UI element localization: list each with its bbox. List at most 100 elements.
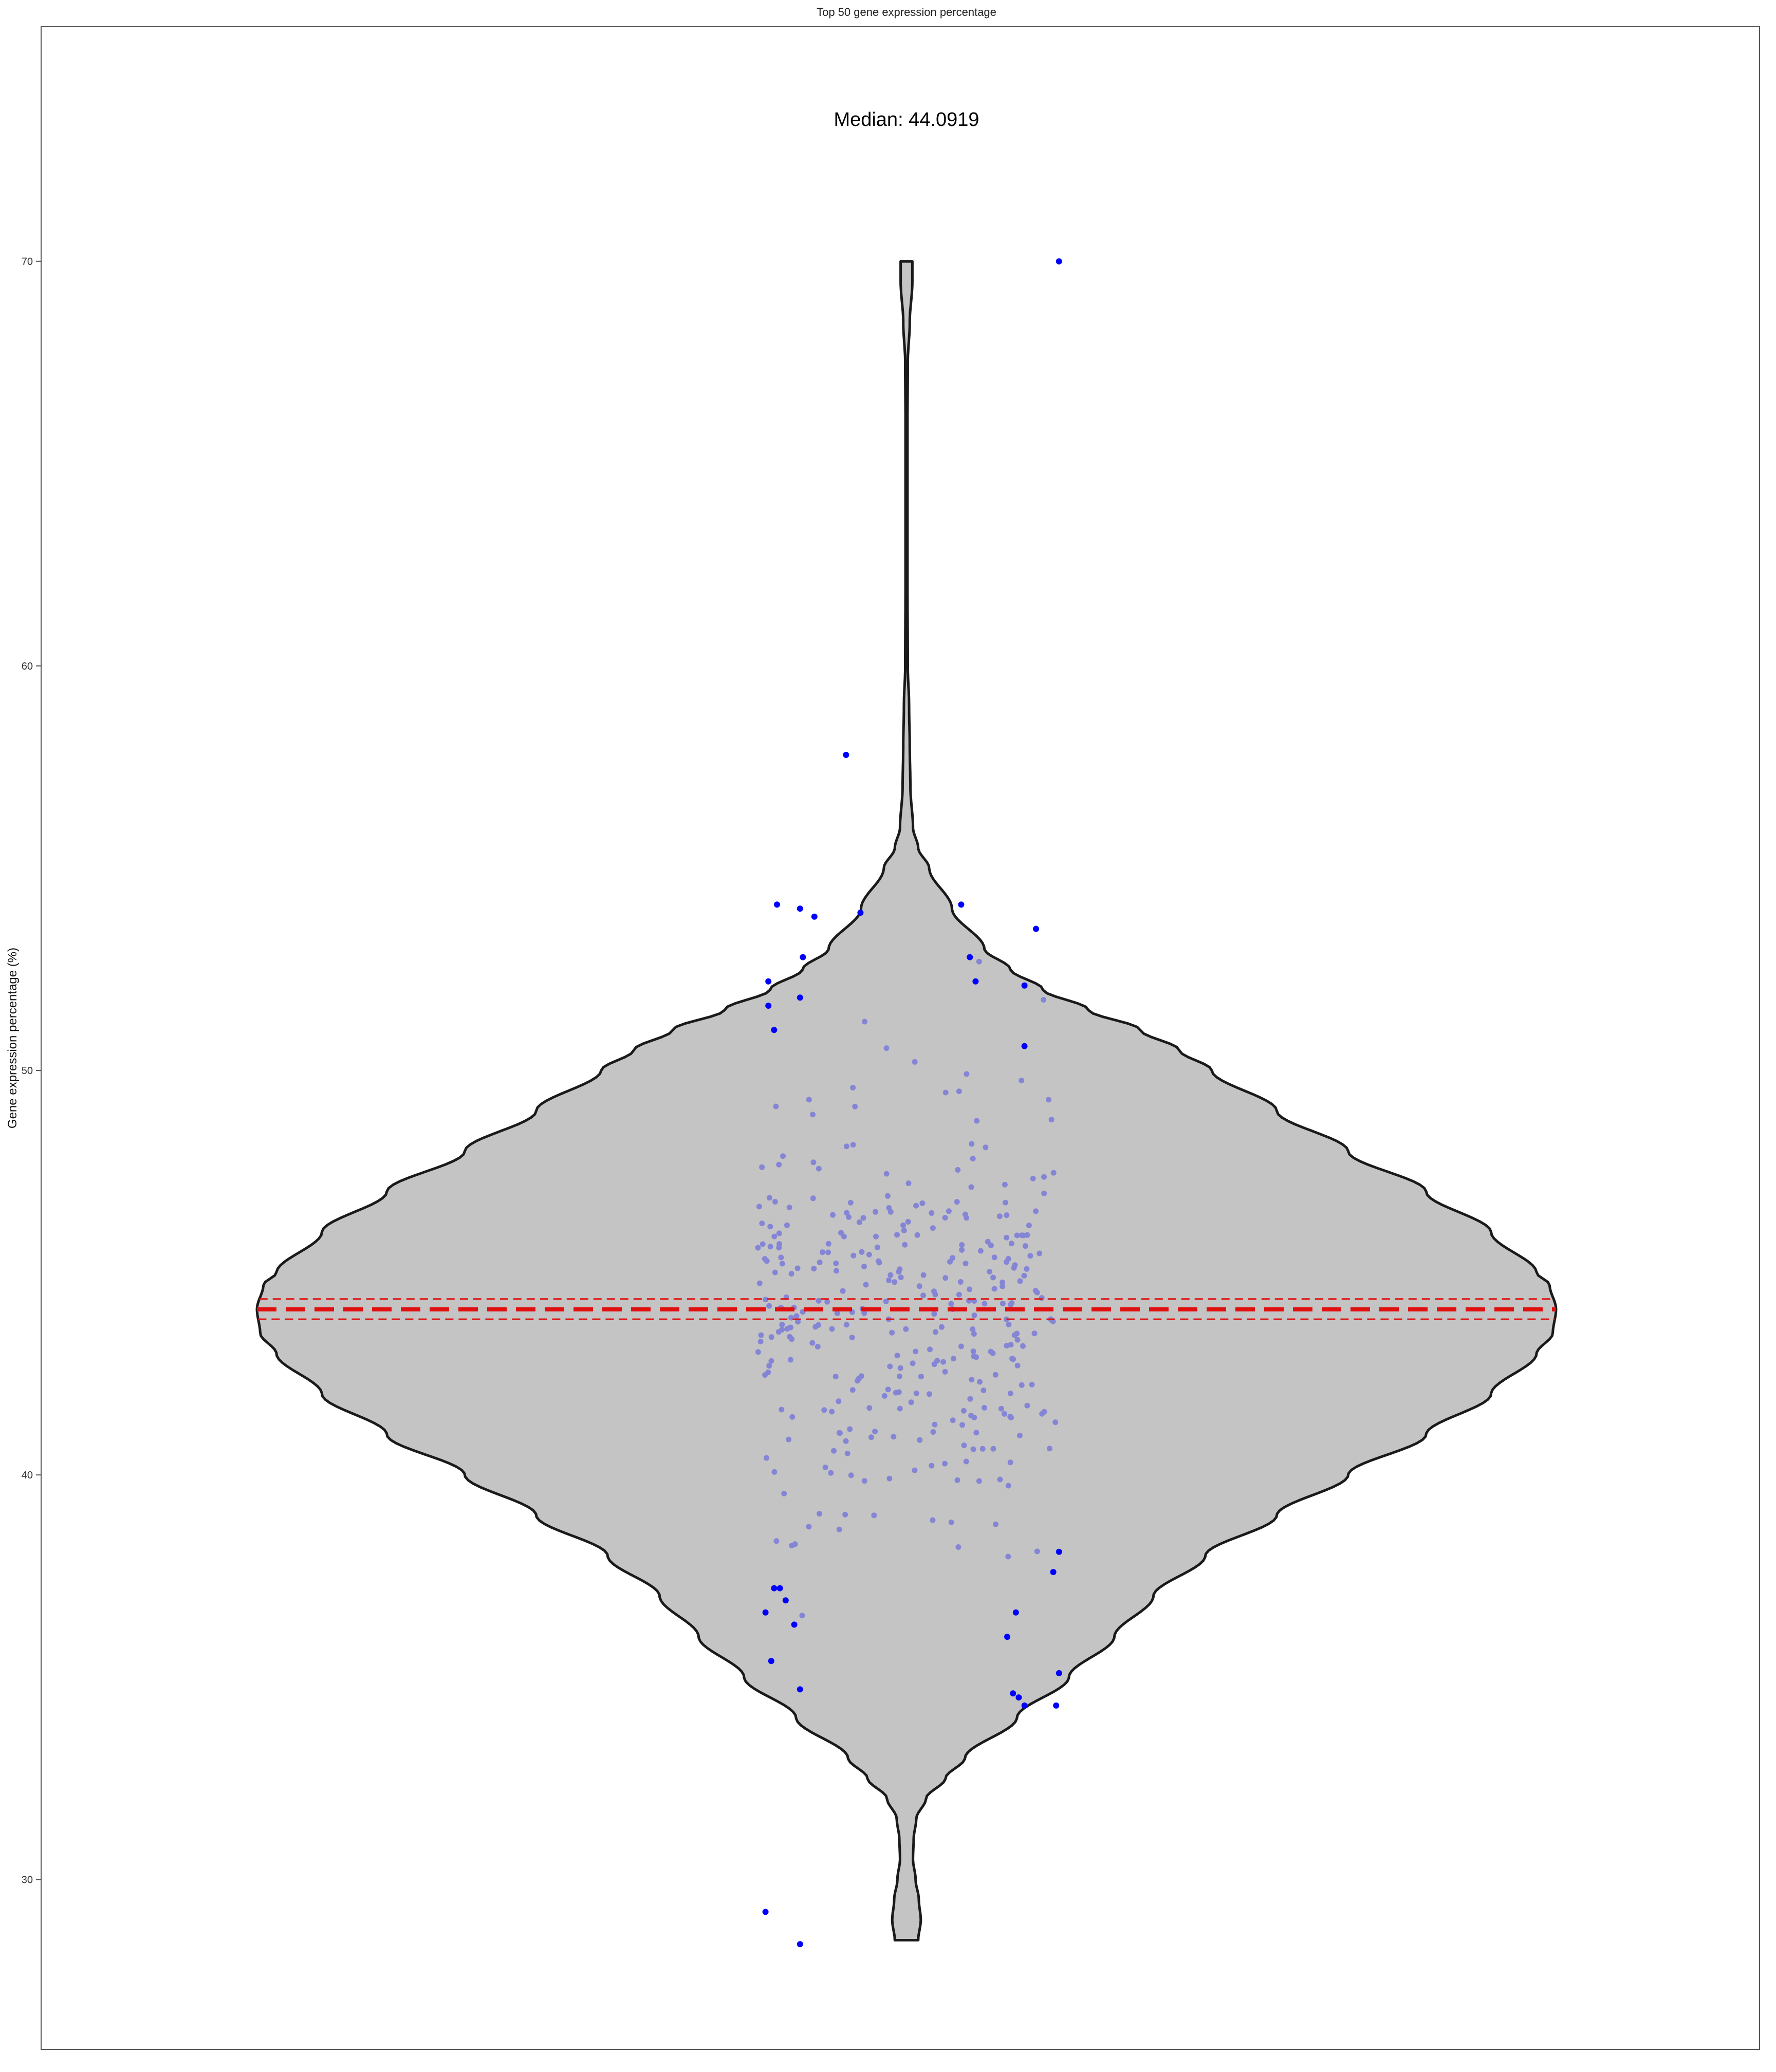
outlier-point xyxy=(800,954,806,960)
interior-point xyxy=(910,1360,916,1366)
interior-point xyxy=(768,1358,774,1364)
outlier-point xyxy=(797,905,803,912)
interior-point xyxy=(896,1373,902,1379)
interior-point xyxy=(1014,1232,1020,1238)
interior-point xyxy=(859,1249,865,1255)
interior-point xyxy=(856,1219,862,1225)
interior-point xyxy=(900,1222,906,1228)
interior-point xyxy=(779,1407,785,1413)
y-tick-label: 60 xyxy=(22,661,33,672)
outlier-point xyxy=(797,1686,803,1693)
interior-point xyxy=(920,1292,926,1299)
outlier-point xyxy=(811,913,818,920)
interior-point xyxy=(788,1315,794,1321)
interior-point xyxy=(1019,1382,1025,1388)
interior-point xyxy=(898,1274,904,1281)
interior-point xyxy=(830,1212,836,1218)
interior-point xyxy=(974,1118,980,1124)
interior-point xyxy=(873,1209,879,1215)
interior-point xyxy=(929,1210,935,1216)
interior-point xyxy=(959,1242,965,1248)
interior-point xyxy=(993,1521,998,1527)
outlier-point xyxy=(1056,258,1062,265)
interior-point xyxy=(759,1220,765,1227)
interior-point xyxy=(795,1319,801,1325)
outlier-point xyxy=(776,1585,783,1592)
outlier-point xyxy=(1021,982,1028,989)
interior-point xyxy=(825,1241,831,1247)
outlier-points-layer xyxy=(762,258,1062,1948)
plot-panel-frame xyxy=(41,26,1760,2050)
interior-point xyxy=(982,1301,988,1307)
outlier-point xyxy=(765,1003,772,1009)
interior-point xyxy=(816,1166,822,1172)
interior-point xyxy=(973,1430,979,1436)
outlier-point xyxy=(1015,1694,1022,1701)
interior-point xyxy=(950,1255,956,1261)
interior-point xyxy=(771,1233,778,1239)
interior-point xyxy=(967,1396,973,1402)
violin-layer xyxy=(255,260,1558,1941)
interior-point xyxy=(850,1085,856,1090)
interior-point xyxy=(771,1469,778,1475)
interior-point xyxy=(772,1199,778,1205)
interior-point xyxy=(773,1538,780,1544)
interior-point xyxy=(886,1205,892,1211)
interior-point xyxy=(766,1363,772,1369)
interior-point xyxy=(905,1219,911,1225)
interior-point xyxy=(883,1045,890,1051)
interior-point xyxy=(930,1517,936,1523)
interior-point xyxy=(964,1071,970,1077)
y-tick-label: 70 xyxy=(22,256,33,268)
interior-point xyxy=(964,1215,970,1221)
outlier-point xyxy=(771,1027,778,1033)
interior-point xyxy=(776,1245,782,1251)
interior-point xyxy=(872,1429,878,1435)
interior-point xyxy=(809,1340,816,1346)
median-layer xyxy=(257,1298,1556,1320)
interior-point xyxy=(793,1313,800,1319)
interior-point xyxy=(960,1408,967,1414)
interior-point xyxy=(947,1259,953,1265)
interior-point xyxy=(757,1339,764,1345)
interior-point xyxy=(852,1103,858,1109)
interior-point xyxy=(887,1363,893,1370)
interior-point xyxy=(843,1143,849,1150)
interior-point xyxy=(1041,997,1047,1003)
interior-point xyxy=(1033,1208,1039,1214)
interior-point xyxy=(1034,1548,1040,1555)
interior-point xyxy=(897,1405,903,1412)
interior-point xyxy=(985,1238,991,1245)
interior-point xyxy=(821,1407,827,1413)
interior-point xyxy=(861,1310,867,1316)
interior-point xyxy=(950,1417,956,1423)
interior-point xyxy=(959,1247,965,1253)
interior-point xyxy=(794,1265,801,1271)
interior-point xyxy=(901,1227,907,1233)
interior-point xyxy=(755,1349,761,1355)
interior-point xyxy=(894,1232,900,1238)
interior-point xyxy=(855,1378,860,1384)
interior-point xyxy=(1004,1212,1010,1218)
interior-point xyxy=(954,1477,960,1483)
interior-point xyxy=(931,1288,937,1294)
interior-point xyxy=(930,1225,936,1231)
interior-point xyxy=(843,1438,849,1444)
interior-point xyxy=(759,1164,765,1170)
interior-point xyxy=(778,1254,784,1261)
interior-point xyxy=(862,1019,867,1025)
interior-point xyxy=(1039,1411,1045,1417)
interior-point xyxy=(787,1357,793,1363)
interior-point xyxy=(914,1232,920,1238)
interior-point xyxy=(942,1275,949,1281)
interior-point xyxy=(883,1299,889,1304)
interior-point xyxy=(1027,1253,1033,1259)
interior-point xyxy=(1026,1223,1032,1229)
interior-point xyxy=(820,1249,825,1255)
interior-point xyxy=(1019,1078,1025,1084)
interior-point xyxy=(1011,1332,1017,1338)
interior-point xyxy=(772,1269,778,1275)
interior-point xyxy=(896,1389,902,1395)
interior-point xyxy=(930,1429,936,1435)
interior-point xyxy=(987,1269,993,1275)
